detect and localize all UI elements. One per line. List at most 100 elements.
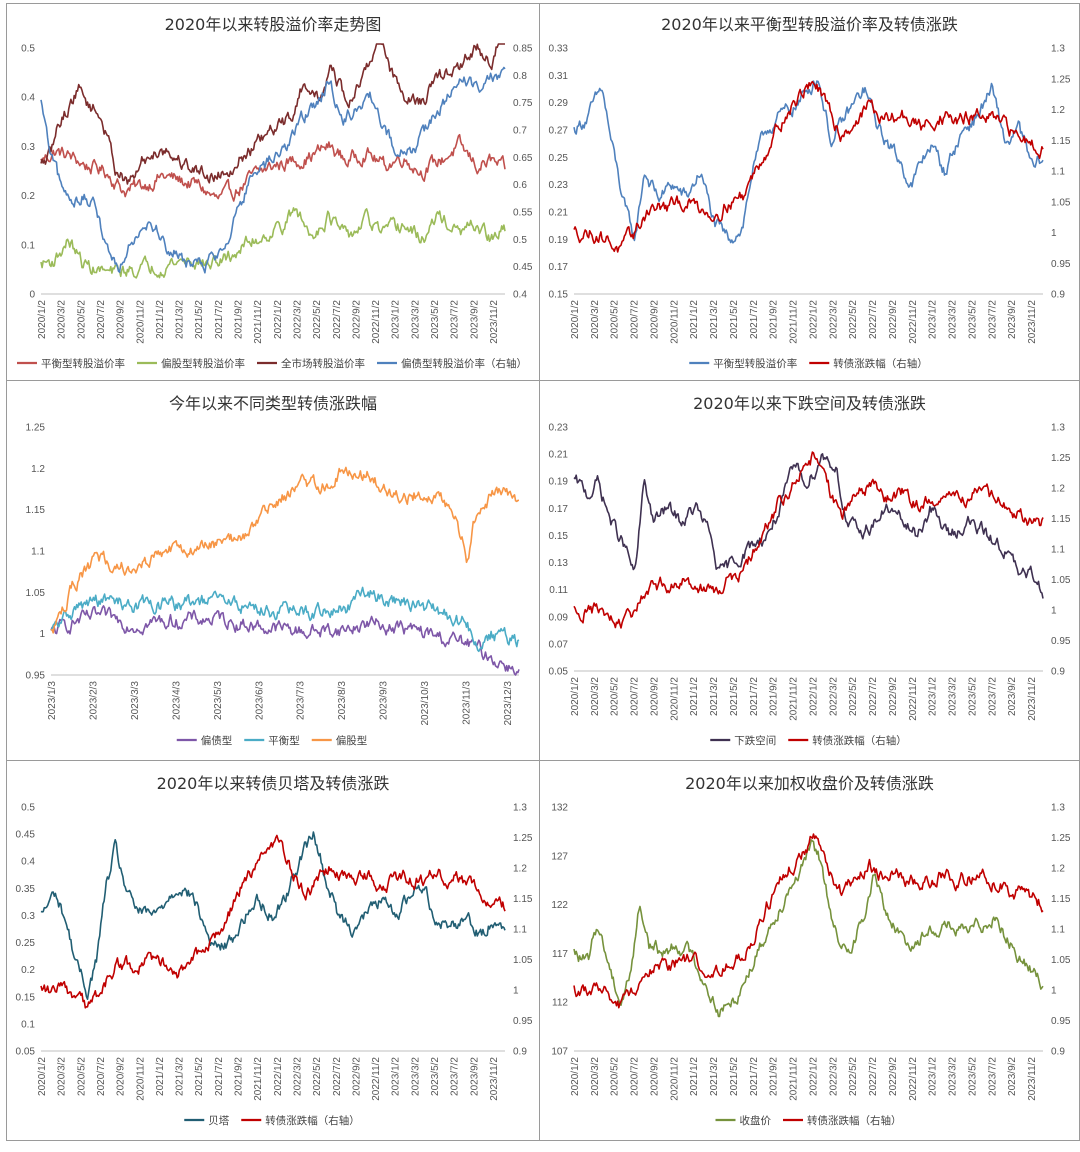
legend-item: 贝塔 [184, 1114, 230, 1127]
series-line [50, 586, 520, 653]
y-left-tick-label: 0.21 [549, 208, 569, 219]
legend-item: 偏股型转股溢价率 [137, 357, 245, 370]
x-tick-label: 2021/3/2 [709, 677, 720, 716]
chart-svg: 今年以来不同类型转债涨跌幅 0.95 1 1.05 1.1 1.15 1.2 1.25 2023… [26, 394, 520, 747]
y-right-tick-label: 1.15 [1051, 514, 1071, 525]
x-tick-label: 2020/3/2 [57, 1057, 68, 1096]
y-left-tick-label: 107 [551, 1047, 568, 1058]
chart-panel-balanced-premium: 2020年以来平衡型转股溢价率及转债涨跌 0.15 0.17 0.19 0.21 0.23… [540, 3, 1080, 381]
y-right-tick-label: 0.9 [1051, 1047, 1065, 1058]
x-tick-label: 2022/9/2 [351, 300, 362, 339]
y-left-tick-label: 0.1 [21, 1019, 35, 1030]
legend-item: 转债涨跌幅（右轴） [809, 357, 928, 370]
legend-label: 转债涨跌幅（右轴） [807, 1114, 902, 1127]
y-right-tick-label: 1.15 [513, 894, 533, 905]
y-right-tick-label: 1.1 [513, 925, 527, 936]
chart-title: 2020年以来转债贝塔及转债涨跌 [157, 774, 390, 793]
x-tick-label: 2022/9/2 [888, 1057, 899, 1096]
x-tick-label: 2022/3/2 [292, 1057, 303, 1096]
y-left-tick-label: 1.25 [26, 423, 46, 434]
y-right-tick-label: 1.25 [1051, 74, 1071, 85]
y-left-tick-label: 0 [29, 290, 35, 301]
legend-item: 偏债型转股溢价率（右轴） [377, 357, 527, 370]
y-left-tick-label: 122 [551, 900, 568, 911]
x-tick-label: 2020/9/2 [116, 300, 127, 339]
y-right-tick-label: 1 [1051, 986, 1057, 997]
y-left-tick-label: 0.5 [21, 803, 35, 814]
x-tick-label: 2020/3/2 [57, 300, 68, 339]
x-tick-label: 2022/11/2 [908, 300, 919, 344]
legend-label: 偏债型 [201, 734, 233, 747]
y-left-tick-label: 0.5 [21, 44, 35, 55]
x-tick-label: 2020/11/2 [669, 1057, 680, 1101]
y-left-tick-label: 0.15 [16, 992, 36, 1003]
legend-item: 偏股型 [311, 734, 367, 747]
y-right-tick-label: 1.05 [1051, 575, 1071, 586]
x-tick-label: 2022/1/2 [808, 300, 819, 339]
x-tick-label: 2020/5/2 [610, 677, 621, 716]
x-tick-label: 2023/8/3 [337, 681, 348, 720]
legend-label: 偏债型转股溢价率（右轴） [401, 357, 527, 370]
y-right-tick-label: 0.6 [513, 180, 527, 191]
y-left-tick-label: 0.33 [549, 44, 569, 55]
y-left-tick-label: 0.05 [549, 667, 569, 678]
chart-panel-type-returns: 今年以来不同类型转债涨跌幅 0.95 1 1.05 1.1 1.15 1.2 1.25 2023… [6, 381, 540, 761]
y-left-tick-label: 0.29 [549, 98, 569, 109]
legend-label: 全市场转股溢价率 [281, 357, 365, 370]
x-tick-label: 2022/1/2 [808, 1057, 819, 1096]
x-tick-label: 2020/1/2 [570, 677, 581, 716]
x-tick-label: 2021/3/2 [175, 300, 186, 339]
x-tick-label: 2023/11/2 [1027, 677, 1038, 721]
y-left-tick-label: 0.19 [549, 477, 569, 488]
x-tick-label: 2020/7/2 [96, 1057, 107, 1096]
x-tick-label: 2023/11/2 [489, 1057, 500, 1101]
series-line [40, 43, 505, 185]
y-right-tick-label: 1.3 [1051, 44, 1065, 55]
x-tick-label: 2022/1/2 [273, 300, 284, 339]
x-tick-label: 2023/11/2 [489, 300, 500, 344]
x-tick-label: 2022/7/2 [332, 1057, 343, 1096]
x-tick-label: 2020/11/2 [135, 1057, 146, 1101]
y-right-tick-label: 0.75 [513, 98, 533, 109]
x-tick-label: 2023/7/3 [296, 681, 307, 720]
y-left-tick-label: 0.13 [549, 558, 569, 569]
chart-panel-downside-space: 2020年以来下跌空间及转债涨跌 0.05 0.07 0.09 0.11 0.13 0.15… [540, 381, 1080, 761]
y-right-tick-label: 1.1 [1051, 925, 1065, 936]
x-tick-label: 2021/7/2 [214, 300, 225, 339]
chart-panel-beta: 2020年以来转债贝塔及转债涨跌 0.05 0.1 0.15 0.2 0.25 0.3 0.3… [6, 761, 540, 1141]
x-tick-label: 2021/11/2 [789, 1057, 800, 1101]
y-left-tick-label: 0.2 [21, 191, 35, 202]
x-tick-label: 2022/5/2 [848, 677, 859, 716]
x-tick-label: 2023/4/3 [171, 681, 182, 720]
y-left-tick-label: 0.2 [21, 965, 35, 976]
y-right-tick-label: 1.25 [1051, 833, 1071, 844]
y-left-tick-label: 0.11 [549, 585, 568, 596]
chart-panel-premium-rate: 2020年以来转股溢价率走势图 0 0.1 0.2 0.3 0.4 0.5 0.4 0.45 0.… [6, 3, 540, 381]
y-right-tick-label: 1.2 [1051, 864, 1065, 875]
y-right-tick-label: 0.8 [513, 71, 527, 82]
x-tick-label: 2021/7/2 [749, 300, 760, 339]
y-right-tick-label: 0.65 [513, 153, 533, 164]
x-tick-label: 2023/9/2 [469, 1057, 480, 1096]
y-right-tick-label: 0.4 [513, 290, 527, 301]
x-tick-label: 2020/3/2 [590, 677, 601, 716]
x-tick-label: 2021/7/2 [214, 1057, 225, 1096]
chart-title: 今年以来不同类型转债涨跌幅 [169, 394, 377, 413]
x-tick-label: 2023/11/2 [1027, 1057, 1038, 1101]
x-tick-label: 2022/5/2 [848, 1057, 859, 1096]
series-line [40, 834, 506, 1009]
chart-title: 2020年以来加权收盘价及转债涨跌 [685, 774, 934, 793]
chart-title: 2020年以来平衡型转股溢价率及转债涨跌 [661, 15, 958, 34]
y-right-tick-label: 0.5 [513, 235, 527, 246]
legend-label: 平衡型转股溢价率 [41, 357, 125, 370]
x-tick-label: 2023/5/2 [967, 1057, 978, 1096]
chart-svg: 2020年以来转股溢价率走势图 0 0.1 0.2 0.3 0.4 0.5 0.4 0.45 0.… [17, 15, 533, 370]
y-left-tick-label: 0.15 [549, 290, 569, 301]
x-tick-label: 2021/1/2 [689, 1057, 700, 1096]
x-tick-label: 2022/11/2 [908, 677, 919, 721]
chart-title: 2020年以来下跌空间及转债涨跌 [693, 394, 926, 413]
x-tick-label: 2023/9/2 [469, 300, 480, 339]
y-right-tick-label: 1.25 [513, 833, 533, 844]
x-tick-label: 2020/9/2 [116, 1057, 127, 1096]
x-tick-label: 2021/9/2 [234, 300, 245, 339]
